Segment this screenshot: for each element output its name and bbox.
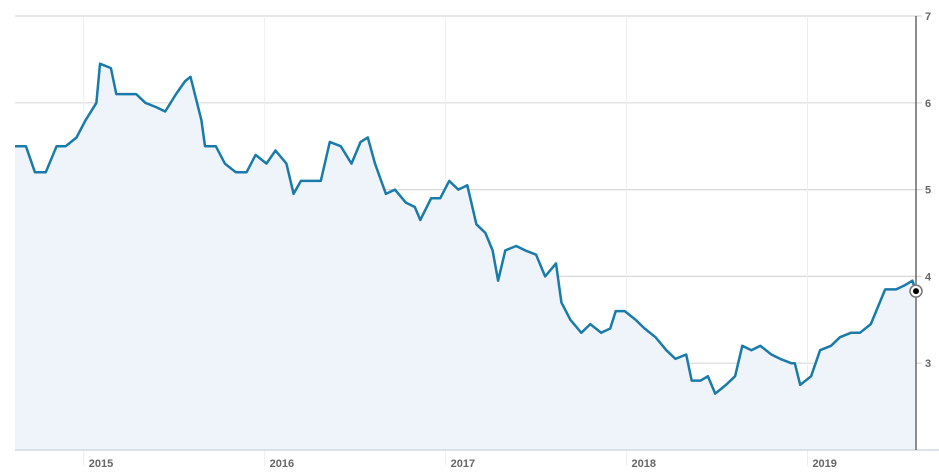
x-tick-label: 2017 <box>451 458 475 470</box>
y-tick-label: 7 <box>925 11 931 23</box>
y-tick-label: 3 <box>925 358 931 370</box>
x-tick-label: 2019 <box>812 458 836 470</box>
x-tick-label: 2018 <box>632 458 656 470</box>
y-tick-label: 5 <box>925 185 931 197</box>
x-tick-label: 2015 <box>89 458 113 470</box>
marker-dot <box>913 288 919 295</box>
y-tick-label: 4 <box>925 271 932 283</box>
series-area-fill <box>15 63 916 450</box>
x-tick-labels: 2015 2016 2017 2018 2019 <box>89 458 837 470</box>
y-tick-labels: 3 4 5 6 7 <box>925 11 932 370</box>
y-tick-label: 6 <box>925 98 931 110</box>
series-line <box>15 62 918 395</box>
x-tick-label: 2016 <box>270 458 294 470</box>
last-value-marker[interactable] <box>909 284 923 298</box>
